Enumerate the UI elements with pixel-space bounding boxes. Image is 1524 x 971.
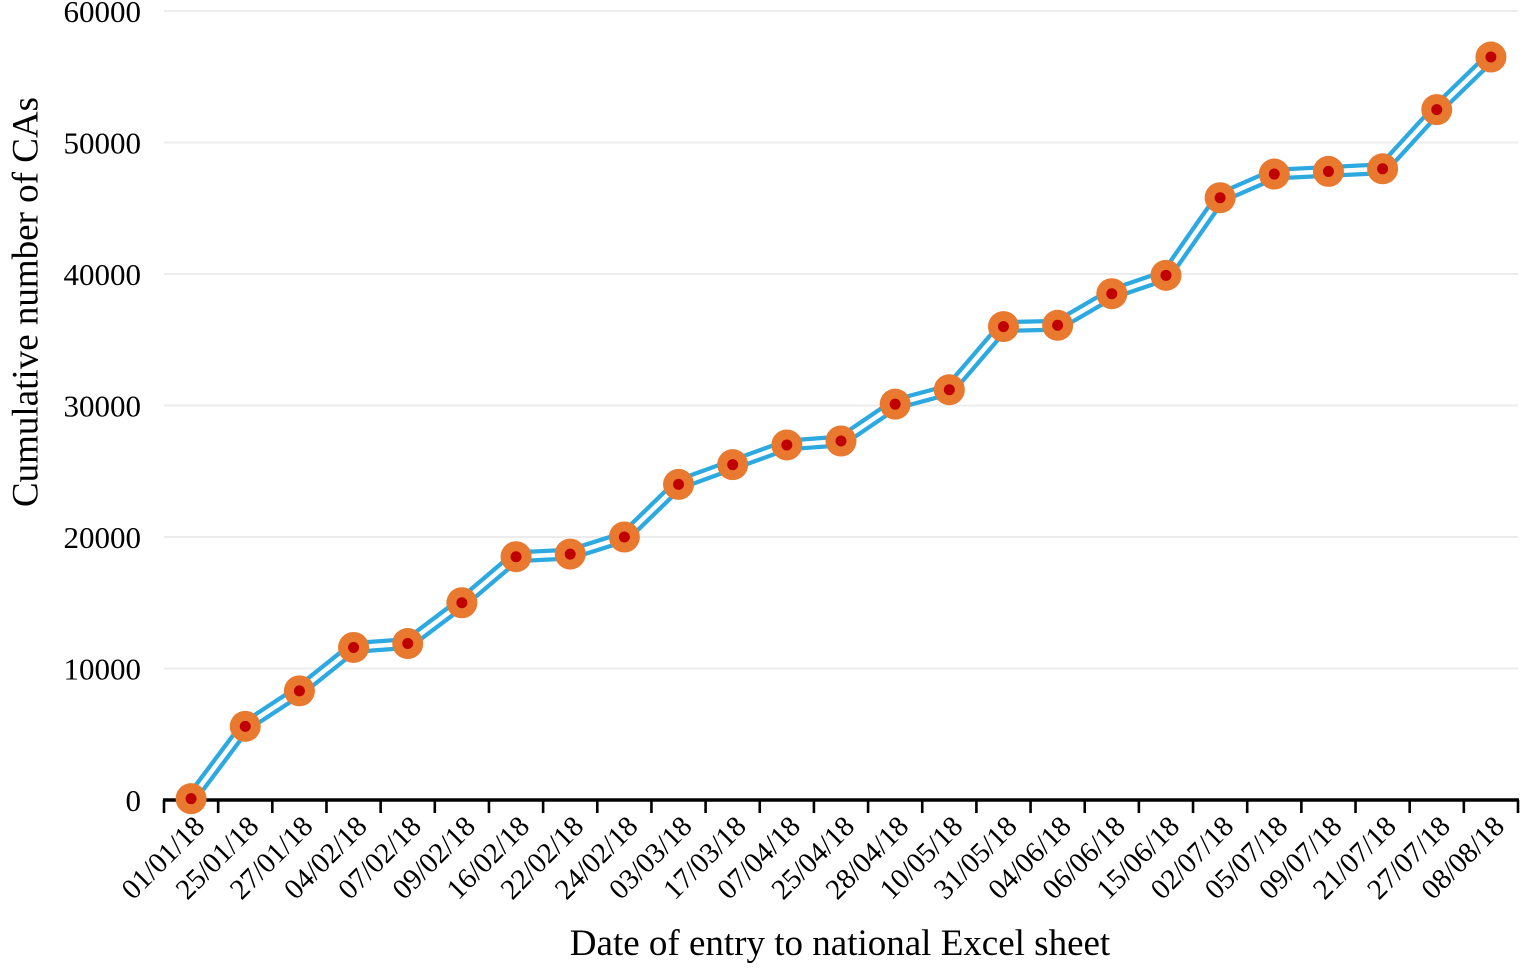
data-point-center-dot-14 <box>943 384 955 396</box>
data-point-center-dot-6 <box>510 551 522 563</box>
data-point-center-dot-23 <box>1431 104 1443 116</box>
data-point-center-dot-17 <box>1106 288 1118 300</box>
data-point-center-dot-4 <box>402 638 414 650</box>
data-point-center-dot-20 <box>1268 168 1280 180</box>
data-point-center-dot-19 <box>1214 192 1226 204</box>
data-point-center-dot-24 <box>1485 51 1497 63</box>
data-point-center-dot-13 <box>889 398 901 410</box>
y-tick-label-30000: 30000 <box>64 389 142 424</box>
data-point-center-dot-9 <box>673 478 685 490</box>
data-point-center-dot-21 <box>1322 165 1334 177</box>
x-axis-title: Date of entry to national Excel sheet <box>569 923 1111 964</box>
data-point-center-dot-8 <box>618 531 630 543</box>
data-point-center-dot-15 <box>997 321 1009 333</box>
y-tick-label-50000: 50000 <box>64 126 142 161</box>
data-point-center-dot-2 <box>293 685 305 697</box>
data-point-center-dot-12 <box>835 435 847 447</box>
y-tick-label-60000: 60000 <box>64 0 142 29</box>
data-point-center-dot-0 <box>185 793 197 805</box>
data-point-center-dot-3 <box>348 641 360 653</box>
data-point-center-dot-16 <box>1052 319 1064 331</box>
data-point-center-dot-5 <box>456 597 468 609</box>
y-axis-title: Cumulative number of CAs <box>5 96 47 508</box>
data-point-center-dot-10 <box>727 459 739 471</box>
y-tick-label-10000: 10000 <box>64 652 142 687</box>
y-tick-label-40000: 40000 <box>64 257 142 292</box>
data-point-center-dot-7 <box>564 548 576 560</box>
y-tick-label-20000: 20000 <box>64 520 142 555</box>
data-point-center-dot-18 <box>1160 269 1172 281</box>
data-point-center-dot-1 <box>239 720 251 732</box>
data-point-center-dot-11 <box>781 439 793 451</box>
data-point-center-dot-22 <box>1377 163 1389 175</box>
y-tick-label-0: 0 <box>126 783 142 818</box>
